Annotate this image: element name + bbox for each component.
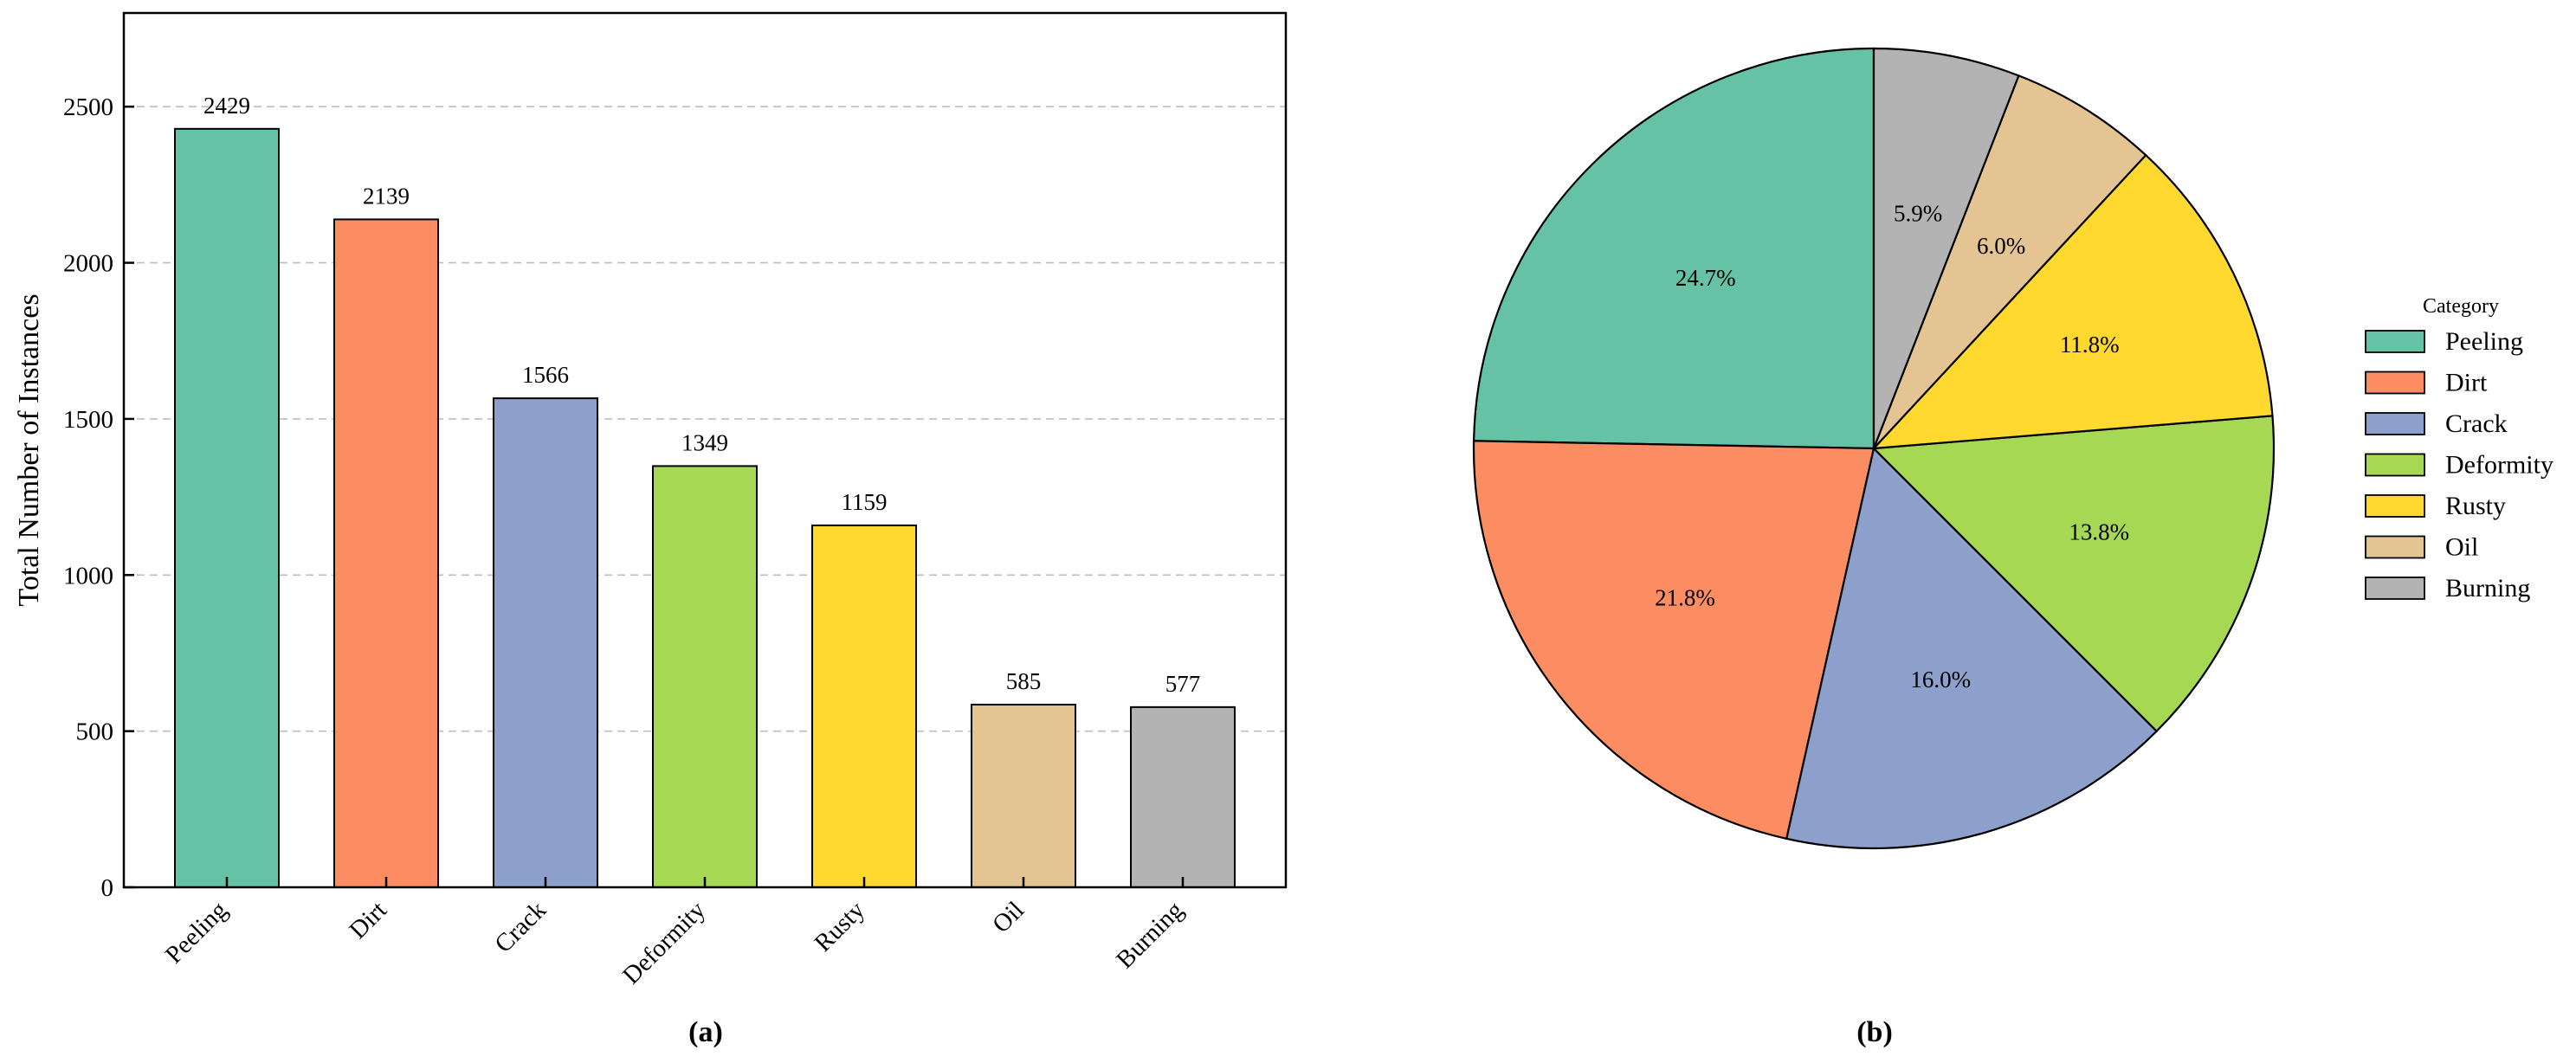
- bar-y-axis-label: Total Number of Instances: [13, 293, 45, 606]
- pie-slices: [1472, 47, 2276, 850]
- bar-deformity: [652, 465, 758, 888]
- pie-percent-label: 21.8%: [1655, 584, 1715, 610]
- legend-swatch-oil: [2365, 535, 2425, 559]
- bar-chart-panel: 2429 2139 1566 1349 1159 585 577 0 500 1000 1500 2…: [13, 11, 1288, 1048]
- bar-peeling: [174, 127, 280, 888]
- pie-percent-label: 16.0%: [1910, 667, 1971, 693]
- panel-label-b: (b): [1856, 1016, 1893, 1048]
- bar-y-tick-label: 2000: [63, 250, 113, 278]
- bar-value-label: 1349: [681, 429, 728, 455]
- bar-x-tick-label: Dirt: [344, 896, 392, 944]
- bar-series: [174, 127, 1236, 889]
- bar-x-axis: Peeling Dirt Crack Deformity Rusty Oil Burning: [160, 877, 1189, 989]
- bar-x-tick-label: Crack: [489, 896, 552, 958]
- pie-slice-rusty: [1871, 153, 2274, 450]
- bar-x-tick-label: Burning: [1111, 896, 1189, 974]
- pie-percent-label: 13.8%: [2069, 519, 2129, 545]
- bar-x-tick-label: Deformity: [617, 896, 711, 989]
- bar-value-label: 2139: [363, 183, 410, 209]
- pie-legend: Category Peeling Dirt Crack Deformity Rusty O…: [2365, 295, 2553, 602]
- legend-swatch-peeling: [2365, 330, 2425, 353]
- legend-title: Category: [2423, 295, 2499, 318]
- bar-y-tick-label: 500: [76, 718, 114, 746]
- legend-swatch-deformity: [2365, 453, 2425, 477]
- bar-burning: [1130, 705, 1236, 888]
- pie-slice-deformity: [1871, 415, 2276, 733]
- pie-slice-crack: [1785, 446, 2159, 850]
- bar-oil: [971, 703, 1076, 888]
- pie-percent-labels: 24.7% 21.8% 16.0% 13.8% 11.8% 6.0% 5.9%: [1655, 201, 2129, 693]
- legend-swatch-dirt: [2365, 370, 2425, 395]
- bar-y-tick-label: 1000: [63, 562, 113, 589]
- bar-dirt: [333, 218, 439, 889]
- bar-y-tick-label: 1500: [63, 406, 113, 434]
- pie-slice-burning: [1872, 47, 2020, 449]
- bar-x-tick-label: Oil: [987, 896, 1030, 938]
- legend-label: Dirt: [2445, 369, 2488, 397]
- pie-slice-peeling: [1472, 47, 1876, 450]
- legend-items: Peeling Dirt Crack Deformity Rusty Oil Burning: [2365, 327, 2553, 602]
- legend-label: Rusty: [2445, 492, 2506, 520]
- bar-value-label: 1566: [522, 362, 569, 388]
- pie-percent-label: 11.8%: [2060, 332, 2120, 358]
- legend-label: Peeling: [2445, 327, 2523, 356]
- panel-label-a: (a): [688, 1016, 723, 1048]
- legend-label: Deformity: [2445, 451, 2553, 480]
- legend-label: Oil: [2445, 533, 2478, 562]
- bar-y-tick-label: 0: [101, 874, 114, 902]
- pie-percent-label: 24.7%: [1675, 265, 1736, 291]
- legend-swatch-burning: [2365, 577, 2425, 600]
- bar-value-label: 585: [1006, 668, 1042, 694]
- bar-x-tick-label: Peeling: [160, 896, 233, 969]
- legend-swatch-rusty: [2365, 494, 2425, 518]
- bar-value-label: 1159: [842, 489, 888, 515]
- bar-y-axis: 0 500 1000 1500 2000 2500: [63, 93, 134, 902]
- pie-percent-label: 5.9%: [1894, 201, 1942, 227]
- legend-label: Crack: [2445, 409, 2508, 438]
- legend-label: Burning: [2445, 574, 2530, 602]
- legend-swatch-crack: [2365, 412, 2425, 435]
- bar-value-label: 577: [1165, 671, 1201, 697]
- pie-chart-panel: 24.7% 21.8% 16.0% 13.8% 11.8% 6.0% 5.9% (b): [1472, 47, 2276, 1048]
- bar-y-tick-label: 2500: [63, 93, 113, 121]
- bar-value-label: 2429: [203, 93, 250, 119]
- bar-value-labels: 2429 2139 1566 1349 1159 585 577: [203, 93, 1200, 697]
- bar-gridlines: [124, 106, 1286, 732]
- bar-rusty: [811, 524, 917, 888]
- pie-percent-label: 6.0%: [1977, 233, 2025, 259]
- bar-crack: [493, 397, 598, 889]
- bar-x-tick-label: Rusty: [809, 896, 870, 957]
- pie-slice-dirt: [1472, 440, 1876, 841]
- pie-slice-oil: [1872, 74, 2147, 449]
